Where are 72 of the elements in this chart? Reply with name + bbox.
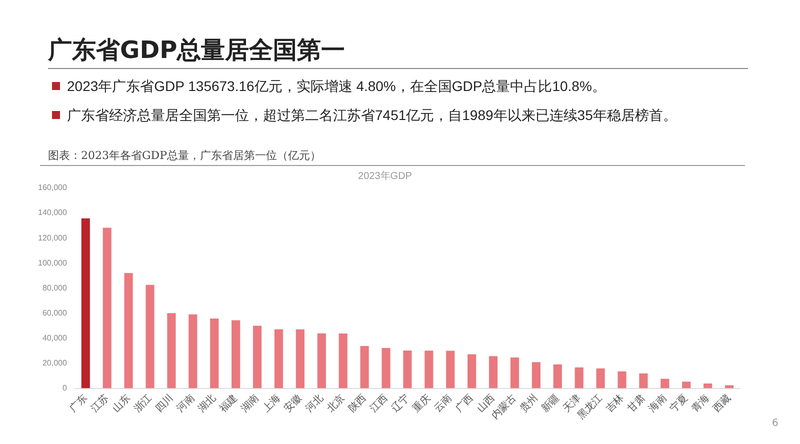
- bar: [146, 284, 154, 388]
- text: 广东省经济总量居全国第一位，超过第二名江苏省7451亿元，自1989年以来已连续35年稳居榜首。: [67, 107, 677, 123]
- bar: [596, 368, 605, 388]
- bar: [252, 326, 262, 388]
- y-tick-label: 100,000: [38, 258, 68, 268]
- y-tick-label: 140,000: [38, 208, 68, 218]
- bar: [510, 358, 520, 388]
- x-tick-label: 河北: [303, 392, 326, 415]
- bar: [468, 354, 476, 388]
- x-tick-label: 海南: [646, 392, 669, 415]
- y-tick-label: 40,000: [42, 333, 68, 342]
- x-tick-label: 广东: [67, 392, 90, 415]
- chart-title: 广东省GDP总量居全国第一: [48, 35, 346, 66]
- x-tick-label: 北京: [324, 392, 348, 415]
- bar: [639, 373, 648, 388]
- x-tick-label: 河南: [174, 392, 197, 415]
- text: 图表：2023年各省GDP总量，广东省居第一位（亿元）: [48, 148, 322, 163]
- bar: [618, 371, 626, 388]
- x-tick-label: 宁夏: [668, 392, 690, 415]
- x-tick-label: 西藏: [710, 392, 734, 415]
- x-tick-label: 安徽: [282, 392, 304, 415]
- bar: [360, 346, 369, 388]
- bar: [338, 333, 348, 388]
- x-tick-label: 上海: [260, 392, 283, 415]
- x-tick-label: 江西: [367, 392, 390, 415]
- y-tick-label: 160,000: [38, 183, 68, 192]
- x-tick-label: 广西: [453, 392, 476, 415]
- y-tick-label: 80,000: [42, 283, 68, 292]
- x-tick-label: 福建: [217, 392, 240, 415]
- bar: [210, 318, 219, 388]
- x-tick-label: 湖北: [196, 392, 218, 415]
- bar: [102, 228, 112, 388]
- x-tick-label: 吉林: [603, 392, 626, 415]
- bar: [81, 218, 90, 388]
- bar: [232, 320, 240, 388]
- x-tick-label: 云南: [432, 392, 454, 415]
- bar: [317, 333, 326, 388]
- x-tick-label: 山东: [110, 392, 133, 415]
- y-tick-label: 0: [62, 384, 68, 393]
- x-tick-label: 贵州: [518, 392, 540, 415]
- x-tick-label: 四川: [152, 392, 176, 415]
- x-tick-label: 新疆: [539, 392, 562, 415]
- bar: [124, 273, 133, 388]
- y-tick-label: 60,000: [42, 308, 68, 318]
- bar: [574, 367, 584, 388]
- x-tick-label: 江苏: [88, 392, 112, 415]
- x-tick-label: 甘肃: [624, 392, 648, 415]
- x-tick-label: 青海: [689, 392, 712, 415]
- x-tick-label: 浙江: [131, 392, 154, 415]
- y-tick-label: 120,000: [38, 233, 68, 242]
- y-tick-label: 20,000: [42, 358, 68, 368]
- bar: [682, 382, 691, 388]
- bar: [382, 348, 390, 388]
- bar: [274, 329, 284, 388]
- x-tick-label: 湖南: [238, 392, 262, 415]
- bar: [553, 364, 562, 388]
- bar: [424, 350, 434, 388]
- bar: [704, 384, 712, 388]
- x-tick-label: 陕西: [346, 392, 369, 415]
- text: 2023年广东省GDP 135673.16亿元，实际增速 4.80%，在全国GDP总量中占比10.8%。: [67, 78, 606, 94]
- text: 6: [772, 418, 778, 429]
- bar: [488, 356, 498, 388]
- bar: [296, 329, 304, 388]
- bar: [446, 350, 455, 388]
- bar: [532, 362, 540, 388]
- bar: [660, 378, 670, 388]
- bar: [188, 314, 198, 388]
- x-tick-label: 重庆: [410, 392, 433, 415]
- x-tick-label: 辽宁: [388, 392, 412, 415]
- bar: [167, 313, 176, 388]
- bar: [403, 350, 412, 388]
- chart-subtitle: 2023年GDP: [358, 170, 412, 182]
